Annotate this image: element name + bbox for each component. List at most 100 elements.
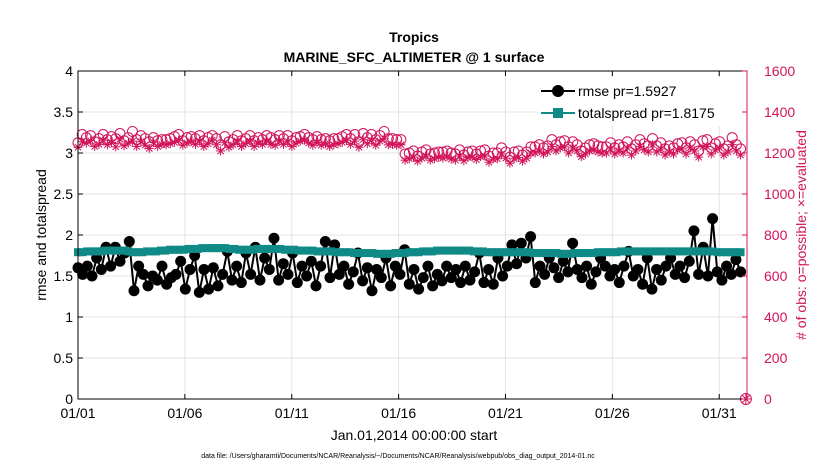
asterisk-stroke bbox=[250, 142, 258, 150]
evaluated-obs-point bbox=[77, 137, 87, 147]
totalspread-point bbox=[736, 248, 745, 257]
asterisk-stroke bbox=[565, 149, 573, 157]
y-tick-label-right: 1600 bbox=[764, 63, 795, 79]
evaluated-obs-point bbox=[111, 142, 121, 152]
asterisk-stroke bbox=[502, 154, 510, 162]
asterisk-stroke bbox=[305, 139, 313, 147]
totalspread-point bbox=[713, 248, 722, 257]
rmse-point bbox=[609, 263, 621, 275]
rmse-point bbox=[268, 232, 280, 244]
rmse-point bbox=[273, 274, 285, 286]
totalspread-point bbox=[193, 244, 202, 253]
asterisk-stroke bbox=[535, 147, 543, 155]
asterisk-stroke bbox=[200, 142, 208, 150]
asterisk-stroke bbox=[644, 148, 652, 156]
rmse-point bbox=[725, 268, 737, 280]
rmse-point bbox=[114, 255, 126, 267]
evaluated-obs-point bbox=[413, 156, 423, 166]
totalspread-point bbox=[575, 249, 584, 258]
rmse-point bbox=[123, 236, 135, 248]
rmse-point bbox=[501, 260, 513, 272]
totalspread-point bbox=[258, 244, 267, 253]
evaluated-obs-point bbox=[186, 137, 196, 147]
rmse-point bbox=[105, 260, 117, 272]
evaluated-obs-point bbox=[350, 136, 360, 146]
totalspread-point bbox=[690, 247, 699, 256]
totalspread-point bbox=[340, 248, 349, 257]
rmse-point bbox=[599, 260, 611, 272]
totalspread-point bbox=[331, 248, 340, 257]
asterisk-stroke bbox=[720, 151, 728, 159]
totalspread-point bbox=[202, 244, 211, 253]
asterisk-stroke bbox=[279, 140, 287, 148]
evaluated-obs-point bbox=[715, 143, 725, 153]
evaluated-obs-point bbox=[681, 149, 691, 159]
totalspread-point bbox=[662, 247, 671, 256]
evaluated-obs-point bbox=[354, 142, 364, 152]
asterisk-stroke bbox=[514, 154, 522, 162]
asterisk-stroke bbox=[674, 146, 682, 154]
totalspread-point bbox=[175, 245, 184, 254]
totalspread-point bbox=[248, 245, 257, 254]
asterisk-stroke bbox=[112, 143, 120, 151]
asterisk-stroke bbox=[342, 136, 350, 144]
totalspread-point bbox=[681, 247, 690, 256]
rmse-point bbox=[226, 274, 238, 286]
rmse-point bbox=[394, 268, 406, 280]
totalspread-point bbox=[451, 246, 460, 255]
data-file-footnote: data file: /Users/gharamti/Documents/NCA… bbox=[201, 453, 595, 460]
totalspread-point bbox=[147, 247, 156, 256]
evaluated-obs-point bbox=[207, 135, 217, 145]
asterisk-stroke bbox=[347, 140, 355, 148]
asterisk-stroke bbox=[590, 146, 598, 154]
asterisk-stroke bbox=[724, 148, 732, 156]
totalspread-point bbox=[621, 247, 630, 256]
evaluated-obs-point bbox=[86, 136, 96, 146]
totalspread-point bbox=[244, 245, 253, 254]
evaluated-obs-point bbox=[115, 134, 125, 144]
asterisk-stroke bbox=[212, 141, 220, 149]
rmse-point bbox=[296, 260, 308, 272]
asterisk-stroke bbox=[619, 149, 627, 157]
y-tick-label-right: 800 bbox=[764, 227, 788, 243]
totalspread-point bbox=[635, 247, 644, 256]
asterisk-stroke bbox=[183, 139, 191, 147]
rmse-point bbox=[235, 277, 247, 289]
asterisk-stroke bbox=[296, 137, 304, 145]
evaluated-obs-point bbox=[228, 140, 238, 150]
rmse-point bbox=[259, 252, 271, 264]
totalspread-point bbox=[722, 248, 731, 257]
totalspread-point bbox=[603, 248, 612, 257]
totalspread-point bbox=[731, 248, 740, 257]
asterisk-stroke bbox=[732, 147, 740, 155]
totalspread-point bbox=[543, 249, 552, 258]
rmse-point bbox=[217, 268, 229, 280]
totalspread-point bbox=[529, 249, 538, 258]
totalspread-point bbox=[630, 247, 639, 256]
x-tick-label: 01/11 bbox=[275, 405, 309, 421]
asterisk-stroke bbox=[401, 156, 409, 164]
rmse-point bbox=[539, 268, 551, 280]
rmse-point bbox=[707, 213, 719, 225]
rmse-point bbox=[711, 266, 723, 278]
asterisk-stroke bbox=[129, 137, 137, 145]
legend-totalspread-label: totalspread pr=1.8175 bbox=[578, 105, 715, 121]
totalspread-point bbox=[497, 248, 506, 257]
y-tick-label-left: 0 bbox=[65, 391, 73, 407]
asterisk-stroke bbox=[330, 141, 338, 149]
totalspread-point bbox=[97, 247, 106, 256]
totalspread-point bbox=[170, 245, 179, 254]
asterisk-stroke bbox=[548, 142, 556, 150]
legend: rmse pr=1.5927 totalspread pr=1.8175 bbox=[538, 78, 742, 126]
evaluated-obs-point bbox=[480, 151, 490, 161]
asterisk-stroke bbox=[443, 153, 451, 161]
y-tick-label-left: 4 bbox=[65, 63, 73, 79]
rmse-point bbox=[371, 263, 383, 275]
totalspread-point bbox=[152, 247, 161, 256]
totalspread-point bbox=[704, 247, 713, 256]
rmse-point bbox=[133, 260, 145, 272]
totalspread-point bbox=[276, 244, 285, 253]
totalspread-point bbox=[87, 247, 96, 256]
totalspread-point bbox=[115, 246, 124, 255]
rmse-point bbox=[142, 280, 154, 292]
